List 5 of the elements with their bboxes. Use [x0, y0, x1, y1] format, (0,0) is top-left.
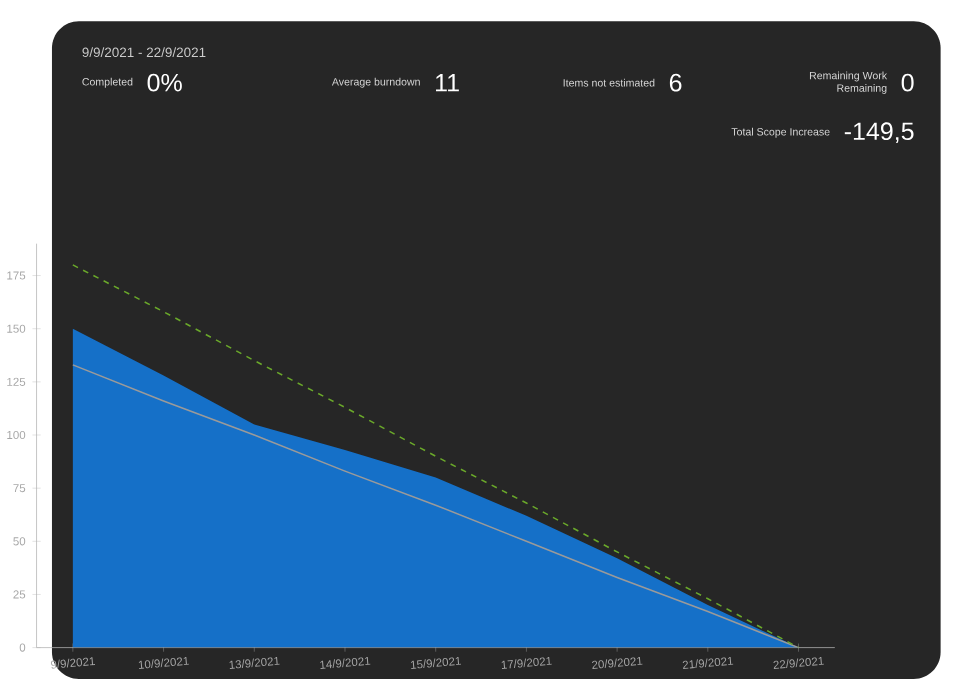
- text: 11: [436, 73, 459, 92]
- text: -149,5: [844, 122, 914, 143]
- text: 0%: [147, 73, 182, 92]
- text: 6: [669, 73, 682, 92]
- text: 0: [901, 73, 914, 92]
